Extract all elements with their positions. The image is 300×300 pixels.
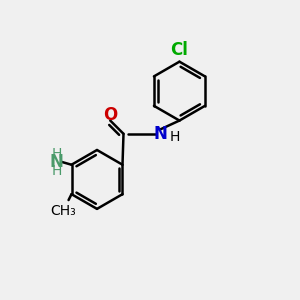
Text: O: O	[103, 106, 117, 124]
Text: H: H	[52, 146, 62, 161]
Text: H: H	[170, 130, 180, 144]
Text: Cl: Cl	[170, 41, 188, 59]
Text: CH₃: CH₃	[50, 205, 76, 218]
Text: H: H	[52, 164, 62, 178]
Text: N: N	[153, 125, 167, 143]
Text: N: N	[50, 153, 64, 171]
